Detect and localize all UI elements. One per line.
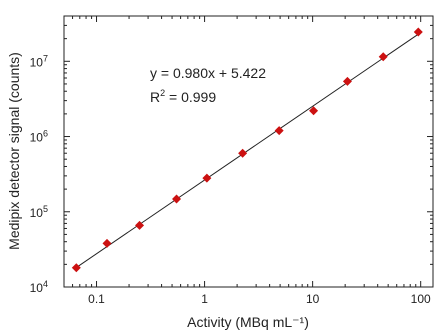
x-axis-label: Activity (MBq mL⁻¹) <box>187 314 309 330</box>
x-tick-labels: 0.1 1 10 100 <box>88 292 431 306</box>
data-point <box>135 220 145 230</box>
data-point <box>309 106 319 116</box>
fit-r-squared: R2 = 0.999 <box>150 88 216 105</box>
y-axis-label: Medipix detector signal (counts) <box>6 52 22 250</box>
axis-ticks <box>63 15 433 288</box>
data-point <box>202 173 212 183</box>
fit-line <box>73 32 421 270</box>
y-tick-labels: 104 105 106 107 <box>30 53 48 295</box>
data-point <box>172 194 182 204</box>
x-tick-label: 1 <box>201 292 208 306</box>
fit-equation: y = 0.980x + 5.422 <box>150 65 266 81</box>
data-point <box>238 148 248 158</box>
data-point <box>71 263 81 273</box>
data-point <box>413 27 423 37</box>
data-point <box>378 52 388 62</box>
x-tick-label: 0.1 <box>88 292 105 306</box>
data-point <box>342 76 352 86</box>
y-tick-label: 106 <box>30 129 48 145</box>
y-tick-label: 104 <box>30 279 48 295</box>
data-points <box>71 27 423 273</box>
y-tick-label: 107 <box>30 53 48 69</box>
x-tick-label: 10 <box>306 292 320 306</box>
y-tick-label: 105 <box>30 204 48 220</box>
data-point <box>274 126 284 136</box>
data-point <box>102 238 112 248</box>
plot-frame <box>63 15 434 288</box>
x-tick-label: 100 <box>411 292 431 306</box>
